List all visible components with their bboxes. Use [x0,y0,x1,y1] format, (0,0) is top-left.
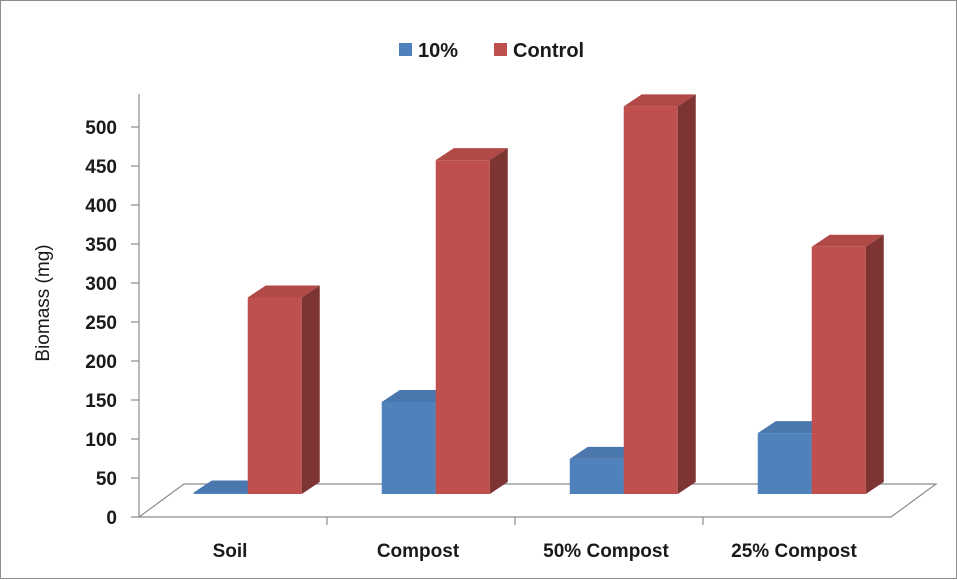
bar-top [435,148,508,161]
y-axis-label: Biomass (mg) [33,244,54,361]
y-tick-label: 50 [96,469,117,490]
floor-plane [137,483,938,518]
x-axis-labels: Soil Compost 50% Compost 25% Compost [213,541,858,562]
legend-label: 10% [418,40,458,62]
bar [623,94,696,494]
bar-front [811,246,866,494]
legend-label: Control [513,40,584,62]
y-tick-label: 0 [106,508,117,529]
bar-front [623,106,678,494]
legend-swatch [399,43,412,56]
bar-side [301,285,320,494]
chart-floor [137,483,938,518]
bar-side [489,148,508,494]
bar-front [757,433,812,494]
bar [247,285,320,494]
y-tick-label: 400 [85,196,117,217]
y-tick-label: 350 [85,235,117,256]
bar-front [381,401,436,494]
bar [811,234,884,495]
x-tick-label: Soil [213,541,248,562]
bar-front [435,160,490,494]
y-tick-label: 150 [85,391,117,412]
bar-top [623,94,696,107]
x-tick-label: Compost [377,541,460,562]
y-tick-label: 100 [85,430,117,451]
bar [435,148,508,494]
y-tick-label: 250 [85,313,117,334]
y-axis: 0 50 100 150 200 250 300 350 400 450 500 [85,94,704,529]
y-tick-label: 500 [85,118,117,139]
y-tick-label: 200 [85,352,117,373]
bar-side [677,94,696,494]
y-tick-label: 450 [85,157,117,178]
bar-side [865,234,884,495]
bar-top [247,285,320,298]
bar-top [811,234,884,247]
bars [193,94,884,495]
legend: 10% Control [399,40,584,62]
x-tick-label: 50% Compost [543,541,669,562]
bar-front [569,458,624,494]
bar-front [247,297,302,494]
bar-front [193,492,248,494]
legend-swatch [494,43,507,56]
y-tick-label: 300 [85,274,117,295]
x-tick-label: 25% Compost [731,541,857,562]
